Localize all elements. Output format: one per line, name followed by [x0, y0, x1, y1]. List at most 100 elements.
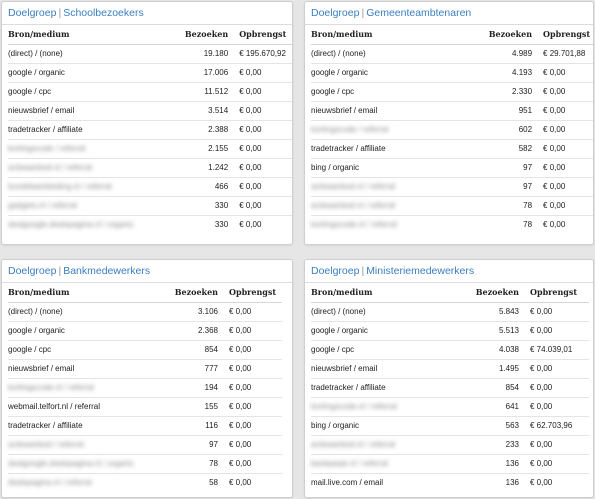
cell-source: gadgets.nl / referral	[8, 196, 179, 216]
table-row[interactable]: gadgets.nl / referral 330 € 0,00	[8, 196, 292, 216]
traffic-table: Bron/medium Bezoeken Opbrengst (direct) …	[311, 283, 589, 492]
cell-visits: 582	[481, 139, 537, 159]
column-header-source[interactable]: Bron/medium	[311, 25, 482, 45]
cell-revenue: € 0,00	[536, 120, 593, 140]
cell-revenue: € 0,00	[536, 63, 593, 83]
cell-source: dealgoogle.dealspagina.nl / organic	[8, 220, 134, 230]
table-row[interactable]: tradetracker / affiliate 2.388 € 0,00	[8, 120, 292, 140]
table-row[interactable]: nieuwsbrief / email 951 € 0,00	[311, 101, 593, 121]
cell-revenue: € 29.701,88	[536, 44, 593, 64]
cell-revenue: € 0,00	[523, 397, 589, 417]
table-row[interactable]: google / organic 4.193 € 0,00	[311, 63, 593, 83]
table-row[interactable]: kortingscode.nl / referral 641 € 0,00	[311, 397, 589, 417]
cell-source: dealspagina.nl / referral	[8, 478, 92, 488]
table-row[interactable]: actieaanbod.nl / referral 1.242 € 0,00	[8, 158, 292, 178]
table-row[interactable]: webmail.telfort.nl / referral 155 € 0,00	[8, 397, 282, 417]
table-row[interactable]: google / cpc 854 € 0,00	[8, 340, 282, 360]
table-row[interactable]: mail.live.com / email 136 € 0,00	[311, 473, 589, 492]
cell-source: actieaanbod.nl / referral	[311, 196, 482, 216]
cell-source: (direct) / (none)	[311, 302, 467, 322]
table-row[interactable]: (direct) / (none) 5.843 € 0,00	[311, 302, 589, 322]
cell-visits: 78	[523, 220, 533, 230]
cell-revenue: € 0,00	[523, 359, 589, 379]
table-row[interactable]: (direct) / (none) 4.989 € 29.701,88	[311, 44, 593, 64]
cell-source: nieuwsbrief / email	[311, 101, 482, 121]
cell-revenue: € 0,00	[222, 302, 282, 322]
table-header-row: Bron/medium Bezoeken Opbrengst	[8, 25, 292, 45]
table-row[interactable]: bankpasje.nl / referral 136 € 0,00	[311, 454, 589, 474]
table-header-row: Bron/medium Bezoeken Opbrengst	[311, 283, 589, 303]
cell-revenue: € 0,00	[222, 397, 282, 417]
cell-source: tradetracker / affiliate	[8, 416, 170, 436]
table-row[interactable]: nieuwsbrief / email 3.514 € 0,00	[8, 101, 292, 121]
cell-source: bing / organic	[311, 158, 482, 178]
column-header-revenue[interactable]: Opbrengst	[232, 25, 292, 45]
table-row[interactable]: dealgoogle.dealspagina.nl / organic 78 € 0…	[8, 454, 282, 474]
table-row[interactable]: kortingscode / referral 602 € 0,00	[311, 120, 593, 140]
table-row[interactable]: kortingscode / referral 2.155 € 0,00	[8, 139, 292, 159]
column-header-revenue[interactable]: Opbrengst	[222, 283, 282, 303]
column-header-source[interactable]: Bron/medium	[311, 283, 467, 303]
panel-title[interactable]: Doelgroep | Ministeriemedewerkers	[305, 260, 593, 283]
cell-visits: 4.193	[481, 63, 537, 83]
cell-source: (direct) / (none)	[8, 302, 170, 322]
table-row[interactable]: google / cpc 2.330 € 0,00	[311, 82, 593, 102]
panel-title-prefix: Doelgroep	[311, 265, 360, 277]
column-header-visits[interactable]: Bezoeken	[178, 25, 233, 45]
column-header-visits[interactable]: Bezoeken	[467, 283, 523, 303]
cell-source: actieaanbod / referral	[8, 435, 170, 455]
column-header-revenue[interactable]: Opbrengst	[523, 283, 589, 303]
table-row[interactable]: nieuwsbrief / email 777 € 0,00	[8, 359, 282, 379]
table-row[interactable]: dealspagina.nl / referral 58 € 0,00	[8, 473, 282, 492]
panel-title-name: Gemeenteambtenaren	[366, 7, 472, 19]
panel-title[interactable]: Doelgroep | Bankmedewerkers	[2, 260, 292, 283]
column-header-source[interactable]: Bron/medium	[8, 25, 179, 45]
column-header-revenue[interactable]: Opbrengst	[536, 25, 593, 45]
traffic-table: Bron/medium Bezoeken Opbrengst (direct) …	[8, 25, 292, 234]
cell-revenue: € 0,00	[222, 359, 282, 379]
cell-revenue: € 0,00	[229, 478, 252, 488]
cell-visits: 3.514	[178, 101, 233, 121]
table-row[interactable]: bing / organic 563 € 62.703,96	[311, 416, 589, 436]
traffic-table: Bron/medium Bezoeken Opbrengst (direct) …	[8, 283, 282, 492]
panel-title-prefix: Doelgroep	[8, 7, 57, 19]
cell-revenue: € 0,00	[222, 340, 282, 360]
table-row[interactable]: tradetracker / affiliate 582 € 0,00	[311, 139, 593, 159]
table-row[interactable]: google / organic 5.513 € 0,00	[311, 321, 589, 341]
cell-revenue: € 0,00	[222, 378, 282, 398]
table-row[interactable]: actieaanbod.nl / referral 78 € 0,00	[311, 196, 593, 216]
table-row[interactable]: dealgoogle.dealspagina.nl / organic 330 € …	[8, 215, 292, 234]
table-row[interactable]: tradetracker / affiliate 854 € 0,00	[311, 378, 589, 398]
table-row[interactable]: tradetracker / affiliate 116 € 0,00	[8, 416, 282, 436]
table-row[interactable]: google / organic 17.006 € 0,00	[8, 63, 292, 83]
table-row[interactable]: actieaanbod.nl / referral 233 € 0,00	[311, 435, 589, 455]
cell-visits: 116	[170, 416, 222, 436]
table-row[interactable]: actieaanbod.nl / referral 97 € 0,00	[311, 177, 593, 197]
table-row[interactable]: google / cpc 11.512 € 0,00	[8, 82, 292, 102]
cell-source: tradetracker / affiliate	[311, 378, 467, 398]
panel-title[interactable]: Doelgroep | Schoolbezoekers	[2, 2, 292, 25]
column-header-visits[interactable]: Bezoeken	[170, 283, 222, 303]
table-row[interactable]: (direct) / (none) 3.106 € 0,00	[8, 302, 282, 322]
cell-source: (direct) / (none)	[8, 44, 179, 64]
column-header-visits[interactable]: Bezoeken	[481, 25, 537, 45]
table-row[interactable]: kortingscode.nl / referral 78 € 0,00	[311, 215, 593, 234]
table-row[interactable]: google / cpc 4.038 € 74.039,01	[311, 340, 589, 360]
table-row[interactable]: actieaanbod / referral 97 € 0,00	[8, 435, 282, 455]
cell-revenue: € 0,00	[222, 321, 282, 341]
cell-source: kortingscode / referral	[8, 139, 179, 159]
cell-source: bing / organic	[311, 416, 467, 436]
column-header-source[interactable]: Bron/medium	[8, 283, 170, 303]
panel-title[interactable]: Doelgroep | Gemeenteambtenaren	[305, 2, 593, 25]
table-row[interactable]: kortingscode.nl / referral 194 € 0,00	[8, 378, 282, 398]
cell-visits: 951	[481, 101, 537, 121]
cell-visits: 330	[178, 196, 233, 216]
table-row[interactable]: bundelaanbieding.nl / referral 466 € 0,00	[8, 177, 292, 197]
cell-visits: 330	[214, 220, 229, 230]
table-row[interactable]: (direct) / (none) 19.180 € 195.670,92	[8, 44, 292, 64]
cell-source: tradetracker / affiliate	[311, 139, 482, 159]
table-row[interactable]: nieuwsbrief / email 1.495 € 0,00	[311, 359, 589, 379]
table-row[interactable]: bing / organic 97 € 0,00	[311, 158, 593, 178]
table-row[interactable]: google / organic 2.368 € 0,00	[8, 321, 282, 341]
cell-visits: 777	[170, 359, 222, 379]
